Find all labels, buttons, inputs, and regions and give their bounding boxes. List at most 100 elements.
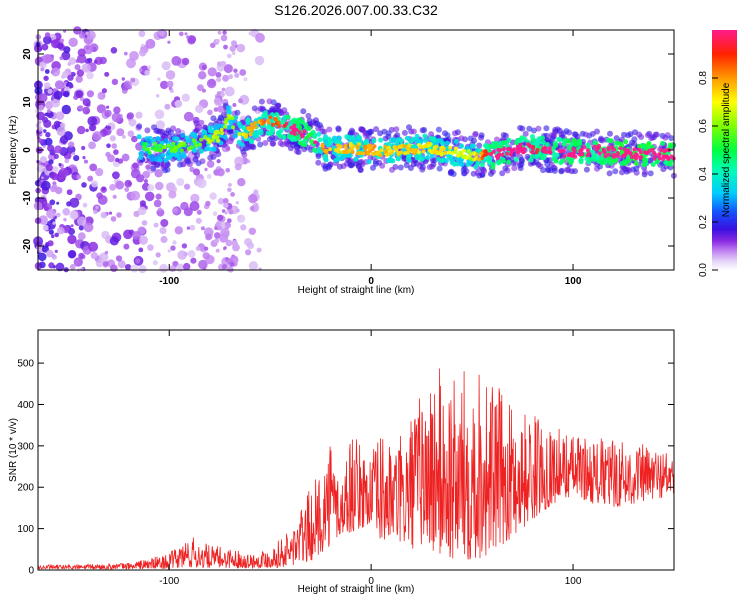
ridge-blob [391, 137, 397, 143]
ridge-blob [230, 116, 235, 121]
noise-blob [249, 206, 255, 211]
ridge-blob [393, 126, 400, 133]
colorbar-ticks: 0.0 0.2 0.4 0.6 0.8 [698, 71, 718, 277]
ridge-blob [343, 143, 348, 148]
ridge-blob [223, 124, 228, 129]
noise-blob [248, 194, 258, 204]
ridge-blob [403, 162, 410, 169]
ridge-blob [289, 130, 294, 135]
noise-blob [88, 123, 97, 132]
ridge-blob [386, 158, 392, 163]
ridge-blob [432, 145, 437, 150]
noise-blob [213, 107, 219, 112]
ridge-blob [414, 133, 420, 139]
noise-blob [204, 246, 209, 251]
ridge-blob [526, 125, 533, 132]
noise-blob [126, 112, 134, 120]
noise-blob [206, 78, 217, 89]
ridge-blob [604, 158, 610, 164]
noise-blob [228, 183, 232, 187]
noise-blob [46, 109, 52, 114]
ridge-blob [213, 130, 218, 135]
ridge-blob [164, 166, 171, 173]
noise-blob [223, 44, 228, 50]
noise-blob [254, 55, 265, 66]
colorbar-tick-label: 0.6 [698, 119, 709, 133]
ridge-blob [453, 146, 458, 151]
noise-blob [154, 169, 163, 178]
noise-blob [216, 221, 221, 227]
ridge-blob [638, 155, 643, 160]
noise-blob [147, 65, 152, 70]
noise-blob [110, 47, 118, 54]
ridge-blob [608, 160, 614, 166]
ridge-blob [470, 170, 477, 177]
noise-blob [112, 171, 120, 180]
noise-blob [248, 227, 256, 235]
noise-blob [189, 201, 200, 212]
ridge-blob [292, 128, 297, 133]
ridge-blob [496, 159, 502, 165]
noise-blob [88, 141, 96, 150]
noise-blob [82, 98, 91, 107]
x-tick-label: 0 [368, 276, 374, 287]
ridge-blob [395, 156, 401, 162]
ridge-blob [606, 170, 613, 177]
noise-blob [82, 106, 91, 115]
noise-blob [43, 82, 51, 90]
noise-blob [88, 241, 99, 252]
ridge-blob [349, 147, 354, 152]
ridge-blob [425, 155, 431, 160]
ridge-blob [558, 160, 564, 166]
ridge-blob [510, 149, 515, 154]
noise-blob [179, 31, 184, 37]
noise-blob [231, 254, 236, 259]
noise-blob [222, 198, 229, 204]
ridge-blob [585, 153, 590, 158]
noise-blob [86, 30, 96, 40]
ridge-blob [496, 147, 501, 152]
noise-blob [195, 246, 201, 251]
ridge-blob [259, 118, 264, 123]
noise-blob [183, 207, 193, 217]
ridge-blob [670, 143, 676, 148]
noise-blob [108, 211, 113, 215]
noise-blob [53, 90, 63, 100]
ridge-blob [432, 150, 437, 155]
ridge-blob [382, 135, 389, 142]
noise-blob [36, 164, 45, 173]
ridge-blob [323, 157, 329, 163]
noise-blob [42, 224, 49, 231]
ridge-blob [607, 130, 613, 137]
noise-blob [214, 232, 221, 239]
noise-blob [63, 90, 70, 98]
noise-blob [38, 138, 44, 144]
ridge-blob [199, 137, 203, 142]
ridge-blob [216, 138, 221, 143]
noise-blob [240, 224, 247, 231]
ridge-blob [418, 145, 423, 150]
noise-blob [69, 84, 74, 89]
noise-blob [55, 111, 65, 121]
ridge-blob [366, 159, 372, 165]
ridge-blob [500, 158, 506, 164]
ridge-blob [535, 125, 542, 132]
ridge-blob [518, 143, 523, 147]
noise-blob [40, 176, 45, 180]
noise-blob [57, 43, 64, 50]
noise-blob [87, 175, 94, 182]
ridge-blob [187, 146, 192, 151]
noise-blob [132, 162, 139, 169]
ridge-blob [269, 134, 276, 141]
noise-blob [222, 74, 230, 82]
ridge-blob [406, 153, 412, 159]
noise-blob [137, 206, 147, 216]
noise-blob [206, 160, 215, 168]
ridge-blob [153, 156, 159, 162]
ridge-blob [328, 147, 333, 152]
ridge-blob [552, 140, 558, 146]
noise-blob [215, 248, 220, 253]
noise-blob [225, 168, 230, 173]
ridge-blob [427, 143, 432, 148]
noise-blob [41, 197, 47, 203]
